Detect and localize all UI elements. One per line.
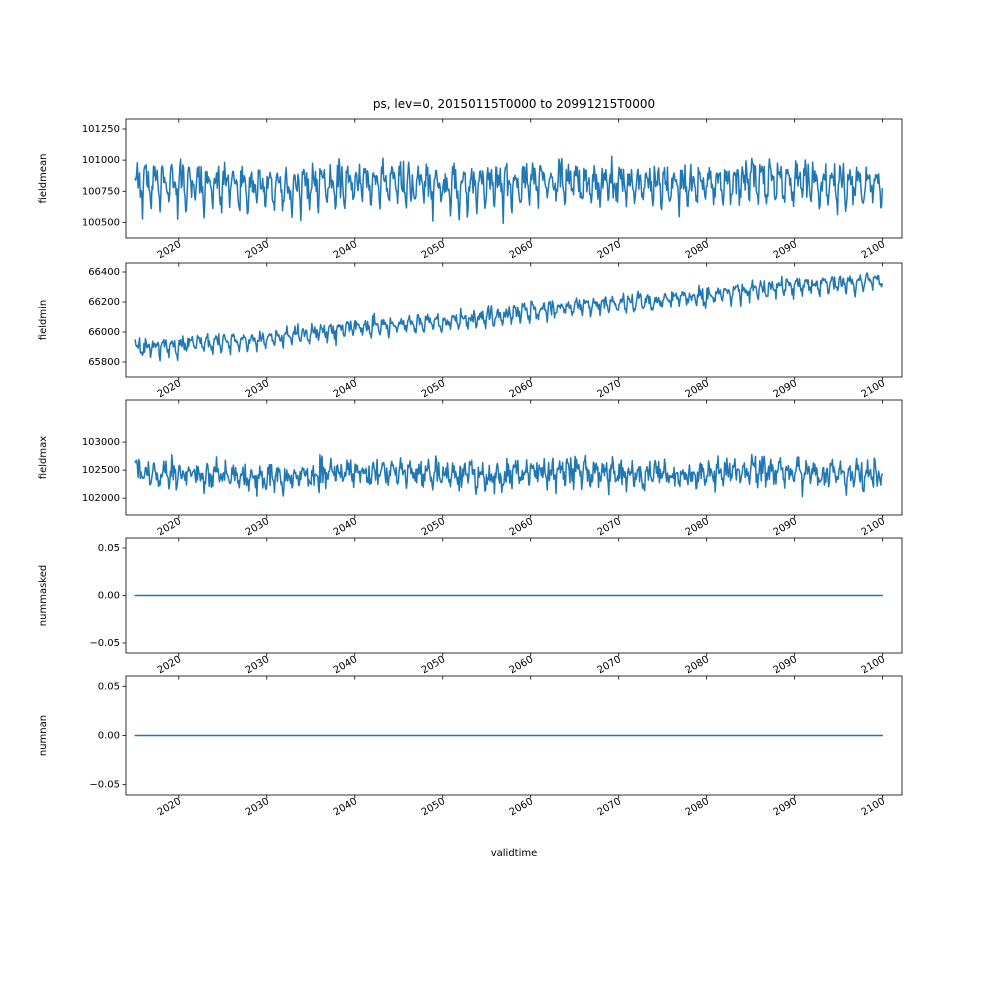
y-axis-label: fieldmin xyxy=(38,300,49,340)
y-axis-label: fieldmax xyxy=(38,436,49,479)
y-axis-label: nummasked xyxy=(38,565,49,626)
y-tick-label: 0.00 xyxy=(98,591,120,602)
y-tick-label: 103000 xyxy=(82,437,120,448)
series-line-fieldmin xyxy=(134,272,884,362)
y-tick-label: 101250 xyxy=(82,124,120,135)
axes-frame xyxy=(125,118,903,239)
y-axis-label: numnan xyxy=(38,715,49,756)
y-tick-label: 66400 xyxy=(88,267,120,278)
y-tick-label: 102500 xyxy=(82,465,120,476)
y-tick-label: 0.00 xyxy=(98,731,120,742)
axes-frame xyxy=(125,399,903,516)
y-tick-label: 100500 xyxy=(82,217,120,228)
y-tick-label: 102000 xyxy=(82,493,120,504)
axes-frame xyxy=(125,262,903,378)
series-line-fieldmean xyxy=(134,155,884,225)
y-tick-label: 0.05 xyxy=(98,543,120,554)
y-tick-label: −0.05 xyxy=(89,780,120,791)
y-tick-label: 101000 xyxy=(82,155,120,166)
y-tick-label: 0.05 xyxy=(98,681,120,692)
y-tick-label: 66200 xyxy=(88,297,120,308)
x-axis-label: validtime xyxy=(491,848,538,859)
series-line-fieldmax xyxy=(134,453,884,498)
y-axis-label: fieldmean xyxy=(38,154,49,204)
y-tick-label: 66000 xyxy=(88,327,120,338)
y-tick-label: 100750 xyxy=(82,186,120,197)
y-tick-label: 65800 xyxy=(88,357,120,368)
figure-title: ps, lev=0, 20150115T0000 to 20991215T000… xyxy=(373,97,655,111)
y-tick-label: −0.05 xyxy=(89,638,120,649)
